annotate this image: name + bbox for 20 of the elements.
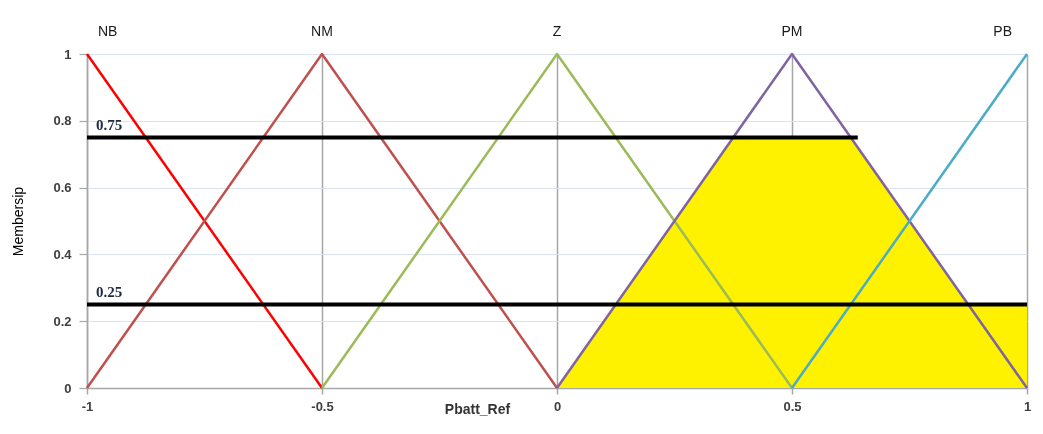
x-tick-label: 0.5 [783, 398, 802, 414]
y-tick-label: 0.2 [53, 313, 72, 329]
x-tick-label: -0.5 [311, 398, 334, 414]
y-tick-label: 1 [64, 46, 72, 62]
annotation: 0.25 [96, 283, 123, 300]
series-label: PM [781, 23, 803, 39]
y-tick-label: 0.8 [53, 113, 72, 129]
x-axis-title: Pbatt_Ref [444, 400, 511, 417]
series-label: NM [311, 23, 333, 39]
y-axis-title: Membersip [9, 186, 26, 257]
y-tick-label: 0 [64, 380, 72, 396]
x-tick-label: -1 [81, 398, 94, 414]
x-tick-label: 0 [553, 398, 562, 414]
y-tick-label: 0.4 [53, 246, 73, 262]
x-tick-label: 1 [1023, 398, 1032, 414]
series-label: Z [552, 23, 562, 39]
series-label: NB [98, 23, 118, 39]
series-label: PB [993, 23, 1012, 39]
annotation: 0.75 [96, 116, 123, 133]
y-tick-label: 0.6 [53, 180, 72, 196]
